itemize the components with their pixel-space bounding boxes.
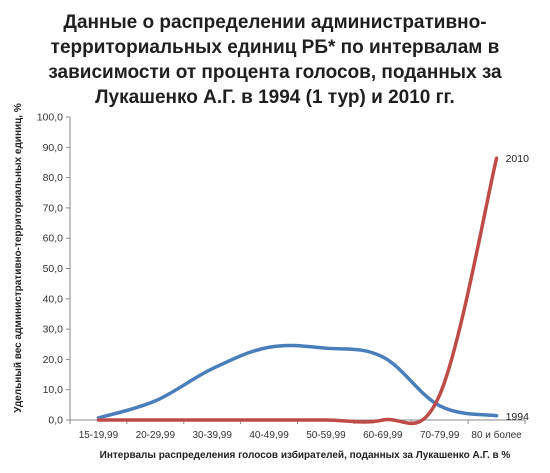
y-tick-label: 70,0 bbox=[43, 202, 64, 214]
chart-title-line: Данные о распределении административно- bbox=[63, 12, 487, 33]
y-tick-label: 100,0 bbox=[37, 112, 63, 124]
chart-title-line: Лукашенко А.Г. в 1994 (1 тур) и 2010 гг. bbox=[95, 87, 455, 108]
series-label-1994: 1994 bbox=[506, 411, 530, 423]
x-tick-label: 15-19,99 bbox=[79, 430, 119, 441]
data-point-1994 bbox=[381, 355, 384, 358]
chart-title-line: зависимости от процента голосов, поданны… bbox=[48, 62, 502, 83]
series-line-1994 bbox=[96, 343, 499, 420]
y-tick-label: 60,0 bbox=[43, 233, 64, 245]
data-point-1994 bbox=[211, 367, 214, 370]
data-point-1994 bbox=[268, 346, 271, 349]
y-tick-label: 80,0 bbox=[43, 172, 64, 184]
x-tick-label: 20-29,99 bbox=[136, 430, 176, 441]
data-point-2010 bbox=[381, 419, 384, 422]
data-point-2010 bbox=[268, 419, 271, 422]
y-tick-label: 20,0 bbox=[43, 354, 64, 366]
chart-title-line: территориальных единиц РБ* по интервалам… bbox=[50, 37, 500, 58]
x-tick-label: 40-49,99 bbox=[249, 430, 289, 441]
data-point-2010 bbox=[211, 419, 214, 422]
series-label-2010: 2010 bbox=[506, 153, 530, 165]
y-tick-label: 90,0 bbox=[43, 142, 64, 154]
x-tick-label: 30-39,99 bbox=[192, 430, 232, 441]
data-point-2010 bbox=[495, 157, 498, 160]
series-line-2010 bbox=[96, 156, 499, 426]
x-tick-label: 70-79,99 bbox=[420, 430, 460, 441]
data-point-2010 bbox=[154, 419, 157, 422]
x-tick-label: 80 и более bbox=[471, 429, 522, 441]
y-tick-label: 50,0 bbox=[43, 263, 64, 275]
data-point-1994 bbox=[438, 404, 441, 407]
data-point-1994 bbox=[495, 414, 498, 417]
data-point-1994 bbox=[154, 399, 157, 402]
x-tick-label: 60-69,99 bbox=[363, 430, 403, 441]
chart-title: Данные о распределении административно- … bbox=[25, 10, 525, 110]
data-point-2010 bbox=[324, 419, 327, 422]
y-tick-label: 0,0 bbox=[48, 415, 63, 427]
data-point-2010 bbox=[97, 419, 100, 422]
y-tick-label: 10,0 bbox=[43, 384, 64, 396]
x-axis-label: Интервалы распределения голосов избирате… bbox=[99, 450, 511, 461]
y-tick-label: 30,0 bbox=[43, 324, 64, 336]
x-tick-label: 50-59,99 bbox=[306, 430, 346, 441]
data-point-1994 bbox=[324, 347, 327, 350]
data-point-2010 bbox=[438, 393, 441, 396]
y-tick-label: 40,0 bbox=[43, 293, 64, 305]
